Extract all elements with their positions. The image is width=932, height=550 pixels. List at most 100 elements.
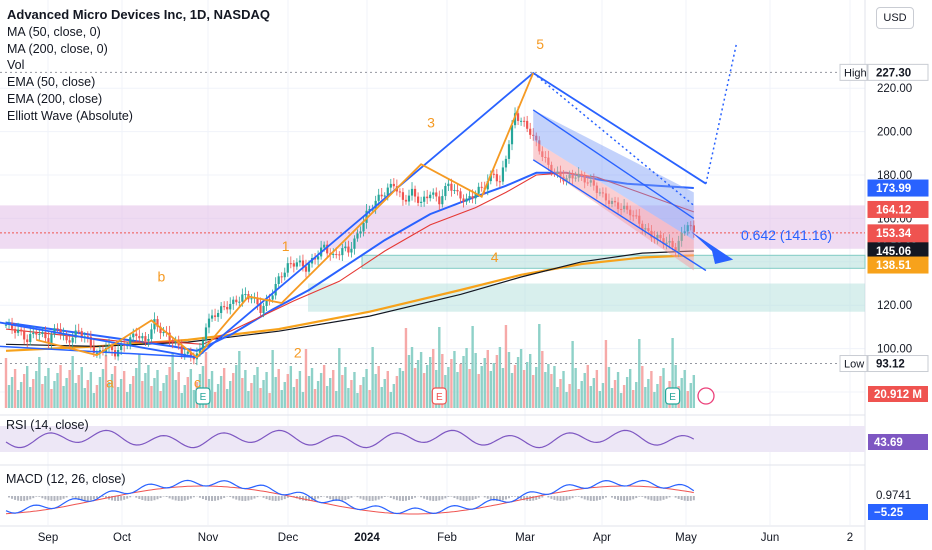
macd-hist xyxy=(14,496,17,500)
volume-bar xyxy=(29,387,32,408)
macd-hist xyxy=(614,496,617,499)
candle-body xyxy=(241,294,244,302)
candle-body xyxy=(686,225,689,232)
candle-body xyxy=(135,333,138,337)
candle-body xyxy=(501,167,505,182)
macd-hist xyxy=(341,496,344,501)
macd-hist xyxy=(314,496,317,500)
volume-bar xyxy=(532,375,535,408)
volume-bar xyxy=(304,349,308,408)
volume-bar xyxy=(641,366,644,408)
volume-bar xyxy=(598,391,602,408)
macd-hist xyxy=(250,496,253,500)
candle-body xyxy=(44,332,47,339)
candle-body xyxy=(307,263,311,272)
volume-bar xyxy=(104,355,108,408)
volume-bar xyxy=(268,393,271,408)
volume-bar xyxy=(325,386,329,408)
volume-bar xyxy=(686,391,689,408)
candle-body xyxy=(262,305,265,313)
macd-hist xyxy=(156,496,159,500)
currency-button[interactable]: USD xyxy=(876,7,914,29)
volume-bar xyxy=(107,382,111,408)
volume-bar xyxy=(456,372,459,408)
macd-hist xyxy=(59,496,62,500)
indicator-ma200[interactable]: MA (200, close, 0) xyxy=(7,41,108,56)
volume-bar xyxy=(168,367,171,408)
volume-bar xyxy=(147,365,150,408)
indicator-elliott[interactable]: Elliott Wave (Absolute) xyxy=(7,108,133,123)
volume-bar xyxy=(571,341,574,408)
indicator-ma50[interactable]: MA (50, close, 0) xyxy=(7,24,101,39)
x-tick: Nov xyxy=(198,532,219,544)
volume-bar xyxy=(116,387,120,408)
candle-body xyxy=(359,231,362,234)
volume-bar xyxy=(513,365,517,408)
candle-body xyxy=(144,336,147,341)
price-badge xyxy=(867,63,929,81)
macd-hist xyxy=(377,496,380,500)
macd-hist xyxy=(598,496,601,500)
wave-label: 5 xyxy=(536,36,544,52)
macd-hist xyxy=(498,496,501,501)
volume-bar xyxy=(644,387,647,408)
volume-bar xyxy=(92,393,96,408)
candle-body xyxy=(174,340,177,343)
macd-hist xyxy=(574,496,577,497)
volume-bar xyxy=(519,349,523,408)
volume-bar xyxy=(544,372,547,408)
candle-body xyxy=(59,328,62,335)
volume-bar xyxy=(247,391,250,408)
volume-bar xyxy=(250,383,253,408)
candle-body xyxy=(89,336,92,347)
indicator-ema200[interactable]: EMA (200, close) xyxy=(7,91,103,106)
volume-bar xyxy=(638,339,641,408)
rsi-label[interactable]: RSI (14, close) xyxy=(6,418,89,432)
macd-hist xyxy=(120,496,123,501)
candle-body xyxy=(217,312,220,317)
earnings-marker xyxy=(431,387,447,405)
volume-bar xyxy=(229,381,232,408)
candle-body xyxy=(529,128,532,135)
volume-bar xyxy=(256,367,259,408)
macd-label[interactable]: MACD (12, 26, close) xyxy=(6,472,126,486)
macd-hist xyxy=(414,496,417,498)
candle-body xyxy=(420,201,423,203)
macd-hist xyxy=(689,496,692,501)
volume-bar xyxy=(647,379,650,408)
macd-hist xyxy=(398,496,401,501)
price-badge-value: 164.12 xyxy=(876,204,911,216)
macd-hist xyxy=(371,496,374,501)
channel-top xyxy=(532,109,695,219)
candle-body xyxy=(526,120,529,129)
volume-bar xyxy=(535,367,538,408)
candle-body xyxy=(29,334,32,343)
volume-bar xyxy=(262,380,265,408)
volume-bar xyxy=(389,392,393,408)
macd-hist xyxy=(674,496,677,498)
price-badge-value: 145.06 xyxy=(876,246,911,258)
macd-hist xyxy=(592,496,595,501)
volume-bar xyxy=(610,388,614,408)
volume-bar xyxy=(522,370,526,408)
macd-hist xyxy=(523,496,526,501)
candle-body xyxy=(429,194,432,199)
ma50-line xyxy=(5,172,694,345)
indicator-ema50[interactable]: EMA (50, close) xyxy=(7,75,96,90)
volume-bar xyxy=(413,368,417,408)
legend: Advanced Micro Devices Inc, 1D, NASDAQ M… xyxy=(7,7,270,125)
macd-hist xyxy=(208,496,211,501)
candle-body xyxy=(38,333,41,335)
volume-bar xyxy=(619,393,623,408)
volume-bar xyxy=(635,382,638,408)
volume-bar xyxy=(101,369,105,408)
price-badge xyxy=(867,355,929,373)
badge-label: High xyxy=(844,67,867,79)
candle-body xyxy=(323,244,326,248)
macd-hist xyxy=(180,496,183,501)
macd-hist xyxy=(329,496,332,500)
indicator-vol[interactable]: Vol xyxy=(7,58,25,73)
volume-bar xyxy=(632,390,635,408)
candle-body xyxy=(683,231,686,233)
